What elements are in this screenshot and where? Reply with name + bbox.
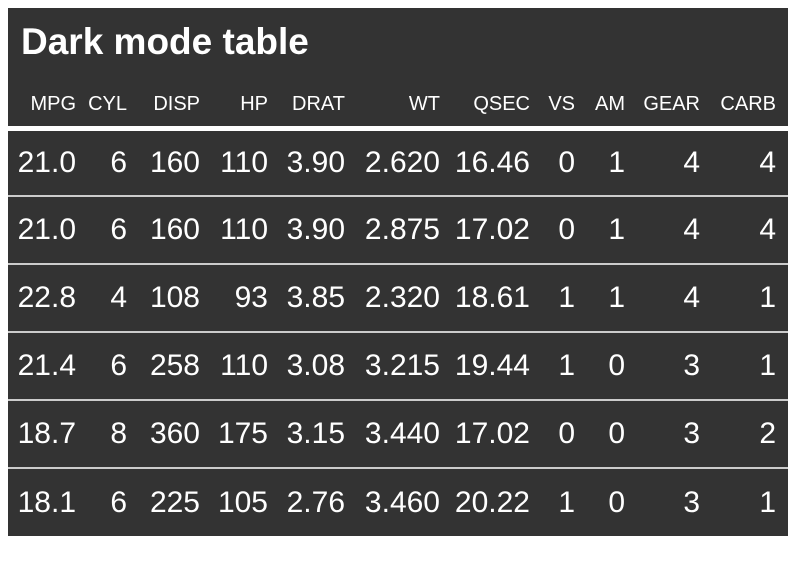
table-cell-qsec: 17.02 xyxy=(452,399,542,468)
table-cell-gear: 3 xyxy=(637,467,712,536)
table-cell-hp: 93 xyxy=(212,263,280,332)
table-cell-mpg: 21.4 xyxy=(8,331,88,400)
table-row: 18.1 6 225 105 2.76 3.460 20.22 1 0 3 1 xyxy=(8,467,788,536)
table-cell-am: 0 xyxy=(587,331,637,400)
table-cell-drat: 3.90 xyxy=(280,195,357,264)
table-row: 21.0 6 160 110 3.90 2.875 17.02 0 1 4 4 xyxy=(8,195,788,264)
table-cell-disp: 225 xyxy=(139,467,212,536)
table-cell-gear: 3 xyxy=(637,331,712,400)
column-header-disp: DISP xyxy=(139,70,212,131)
table-cell-disp: 160 xyxy=(139,195,212,264)
table-cell-mpg: 22.8 xyxy=(8,263,88,332)
table-cell-cyl: 6 xyxy=(88,195,139,264)
table-cell-am: 1 xyxy=(608,145,625,179)
table-cell-hp: 175 xyxy=(212,399,280,468)
table-cell-hp: 110 xyxy=(220,145,268,179)
table-row: 22.8 4 108 93 3.85 2.320 18.61 1 1 4 1 xyxy=(8,263,788,332)
column-header-wt: WT xyxy=(357,70,452,131)
table-cell-qsec: 17.02 xyxy=(452,195,542,264)
table-cell-am: 0 xyxy=(587,399,637,468)
table-title: Dark mode table xyxy=(21,21,309,62)
table-cell-hp: 110 xyxy=(212,331,280,400)
table-cell-gear: 4 xyxy=(637,195,712,264)
table-cell-vs: 0 xyxy=(542,399,587,468)
table-cell-drat: 2.76 xyxy=(280,467,357,536)
table-cell-hp: 105 xyxy=(212,467,280,536)
table-cell-vs: 0 xyxy=(542,195,587,264)
table-cell-cyl: 8 xyxy=(88,399,139,468)
table-cell-drat: 3.85 xyxy=(280,263,357,332)
table-cell-hp: 110 xyxy=(212,195,280,264)
table-cell-qsec: 20.22 xyxy=(452,467,542,536)
table-cell-vs: 1 xyxy=(542,331,587,400)
table-cell-cyl: 6 xyxy=(88,467,139,536)
dark-table-panel: Dark mode table MPG CYL DISP HP DRAT WT QSEC VS… xyxy=(8,8,788,536)
table-cell-mpg: 21.0 xyxy=(8,195,88,264)
table-cell-gear: 3 xyxy=(637,399,712,468)
data-table: MPG CYL DISP HP DRAT WT QSEC VS AM GEAR CARB 21.0 6… xyxy=(8,70,788,536)
table-cell-mpg: 18.7 xyxy=(8,399,88,468)
table-cell-qsec: 18.61 xyxy=(452,263,542,332)
table-cell-drat: 3.08 xyxy=(280,331,357,400)
table-row: 21.4 6 258 110 3.08 3.215 19.44 1 0 3 1 xyxy=(8,331,788,400)
table-cell-cyl: 6 xyxy=(110,145,127,179)
table-cell-carb: 4 xyxy=(759,145,776,179)
table-cell-gear: 4 xyxy=(683,145,700,179)
table-row: 21.0 6 160 110 3.90 2.620 16.46 0 1 4 4 xyxy=(8,128,788,196)
table-cell-vs: 1 xyxy=(542,467,587,536)
table-cell-cyl: 6 xyxy=(88,331,139,400)
table-cell-disp: 108 xyxy=(139,263,212,332)
table-cell-disp: 160 xyxy=(149,145,200,179)
table-cell-wt: 3.440 xyxy=(357,399,452,468)
column-header-carb: CARB xyxy=(712,70,788,131)
table-cell-carb: 1 xyxy=(712,467,788,536)
table-cell-carb: 2 xyxy=(712,399,788,468)
table-cell-drat: 3.90 xyxy=(286,145,345,179)
table-cell-carb: 4 xyxy=(712,195,788,264)
column-header-mpg: MPG xyxy=(8,70,88,131)
table-cell-qsec: 16.46 xyxy=(454,145,530,179)
table-cell-cyl: 4 xyxy=(88,263,139,332)
table-cell-wt: 2.620 xyxy=(364,145,440,179)
table-cell-wt: 3.460 xyxy=(357,467,452,536)
table-cell-vs: 1 xyxy=(542,263,587,332)
table-cell-am: 1 xyxy=(587,195,637,264)
table-row: 18.7 8 360 175 3.15 3.440 17.02 0 0 3 2 xyxy=(8,399,788,468)
column-header-hp: HP xyxy=(212,70,280,131)
table-cell-disp: 258 xyxy=(139,331,212,400)
table-cell-qsec: 19.44 xyxy=(452,331,542,400)
column-header-cyl: CYL xyxy=(88,70,139,131)
column-header-am: AM xyxy=(587,70,637,131)
table-cell-carb: 1 xyxy=(712,331,788,400)
table-cell-drat: 3.15 xyxy=(280,399,357,468)
table-cell-gear: 4 xyxy=(637,263,712,332)
table-cell-mpg: 21.0 xyxy=(17,145,76,179)
table-cell-am: 1 xyxy=(587,263,637,332)
table-cell-wt: 3.215 xyxy=(357,331,452,400)
table-cell-disp: 360 xyxy=(139,399,212,468)
header-row: MPG CYL DISP HP DRAT WT QSEC VS AM GEAR CARB xyxy=(8,70,788,131)
table-cell-carb: 1 xyxy=(712,263,788,332)
column-header-drat: DRAT xyxy=(280,70,357,131)
column-header-gear: GEAR xyxy=(637,70,712,131)
table-cell-am: 0 xyxy=(587,467,637,536)
column-header-qsec: QSEC xyxy=(452,70,542,131)
table-cell-wt: 2.320 xyxy=(357,263,452,332)
table-cell-vs: 0 xyxy=(558,145,575,179)
table-cell-wt: 2.875 xyxy=(357,195,452,264)
table-cell-mpg: 18.1 xyxy=(8,467,88,536)
column-header-vs: VS xyxy=(542,70,587,131)
